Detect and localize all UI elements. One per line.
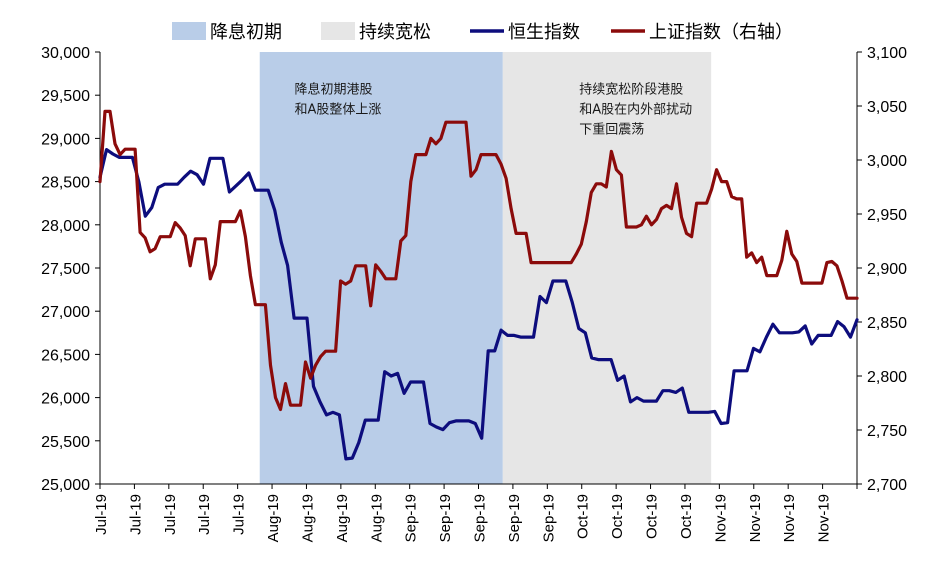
annotation-1-line: 降息初期港股 bbox=[294, 81, 372, 97]
right-tick-label: 2,700 bbox=[867, 477, 907, 494]
left-tick-label: 25,000 bbox=[41, 477, 90, 494]
x-tick-label: Jul-19 bbox=[127, 494, 144, 535]
annotation-2-line: 持续宽松阶段港股 bbox=[579, 81, 683, 97]
x-tick-label: Sep-19 bbox=[437, 494, 454, 542]
x-tick-label: Sep-19 bbox=[506, 494, 523, 542]
legend-label-4: 上证指数（右轴） bbox=[649, 22, 793, 43]
left-tick-label: 28,000 bbox=[41, 218, 90, 235]
right-tick-label: 2,750 bbox=[867, 423, 907, 440]
x-tick-label: Sep-19 bbox=[403, 494, 420, 542]
legend-label-3: 恒生指数 bbox=[508, 22, 580, 43]
left-tick-label: 25,500 bbox=[41, 434, 90, 451]
right-tick-label: 2,900 bbox=[867, 261, 907, 278]
x-tick-label: Jul-19 bbox=[231, 494, 248, 535]
x-tick-label: Nov-19 bbox=[747, 494, 764, 542]
annotation-2-line: 和A股在内外部扰动 bbox=[579, 101, 692, 117]
right-tick-label: 2,850 bbox=[867, 315, 907, 332]
legend-swatch-1 bbox=[172, 22, 206, 40]
band-2 bbox=[502, 52, 712, 484]
band-1 bbox=[259, 52, 503, 484]
x-tick-label: Jul-19 bbox=[162, 494, 179, 535]
legend: 降息初期 持续宽松 恒生指数 上证指数（右轴） bbox=[172, 22, 793, 43]
left-tick-label: 26,000 bbox=[41, 391, 90, 408]
x-tick-label: Oct-19 bbox=[678, 494, 695, 539]
x-tick-label: Oct-19 bbox=[575, 494, 592, 539]
x-tick-label: Aug-19 bbox=[299, 494, 316, 542]
left-tick-label: 29,000 bbox=[41, 131, 90, 148]
left-tick-label: 29,500 bbox=[41, 88, 90, 105]
x-tick-label: Aug-19 bbox=[334, 494, 351, 542]
x-tick-label: Sep-19 bbox=[540, 494, 557, 542]
right-tick-label: 3,100 bbox=[867, 45, 907, 62]
left-tick-label: 26,500 bbox=[41, 347, 90, 364]
legend-label-1: 降息初期 bbox=[210, 22, 282, 43]
left-tick-label: 27,000 bbox=[41, 304, 90, 321]
axes: 25,000 25,500 26,000 26,500 27,000 27,500 28,0… bbox=[41, 45, 907, 542]
series-line-1 bbox=[98, 148, 859, 461]
x-tick-label: Aug-19 bbox=[265, 494, 282, 542]
series-line-2 bbox=[98, 109, 859, 412]
annotation-2-line: 下重回震荡 bbox=[579, 121, 644, 137]
x-tick-label: Sep-19 bbox=[472, 494, 489, 542]
series-lines bbox=[98, 109, 859, 461]
x-tick-label: Nov-19 bbox=[816, 494, 833, 542]
x-tick-label: Oct-19 bbox=[644, 494, 661, 539]
legend-swatch-2 bbox=[321, 22, 355, 40]
left-tick-label: 30,000 bbox=[41, 45, 90, 62]
x-tick-label: Jul-19 bbox=[196, 494, 213, 535]
left-tick-label: 27,500 bbox=[41, 261, 90, 278]
x-tick-label: Oct-19 bbox=[609, 494, 626, 539]
x-tick-label: Nov-19 bbox=[712, 494, 729, 542]
right-tick-label: 3,000 bbox=[867, 153, 907, 170]
x-tick-label: Nov-19 bbox=[781, 494, 798, 542]
shaded-periods bbox=[259, 52, 712, 484]
x-tick-label: Aug-19 bbox=[368, 494, 385, 542]
left-tick-label: 28,500 bbox=[41, 175, 90, 192]
x-tick-label: Jul-19 bbox=[93, 494, 110, 535]
right-tick-label: 3,050 bbox=[867, 99, 907, 116]
right-tick-label: 2,800 bbox=[867, 369, 907, 386]
legend-label-2: 持续宽松 bbox=[359, 22, 431, 43]
right-tick-label: 2,950 bbox=[867, 207, 907, 224]
annotation-1-line: 和A股整体上涨 bbox=[294, 102, 381, 117]
